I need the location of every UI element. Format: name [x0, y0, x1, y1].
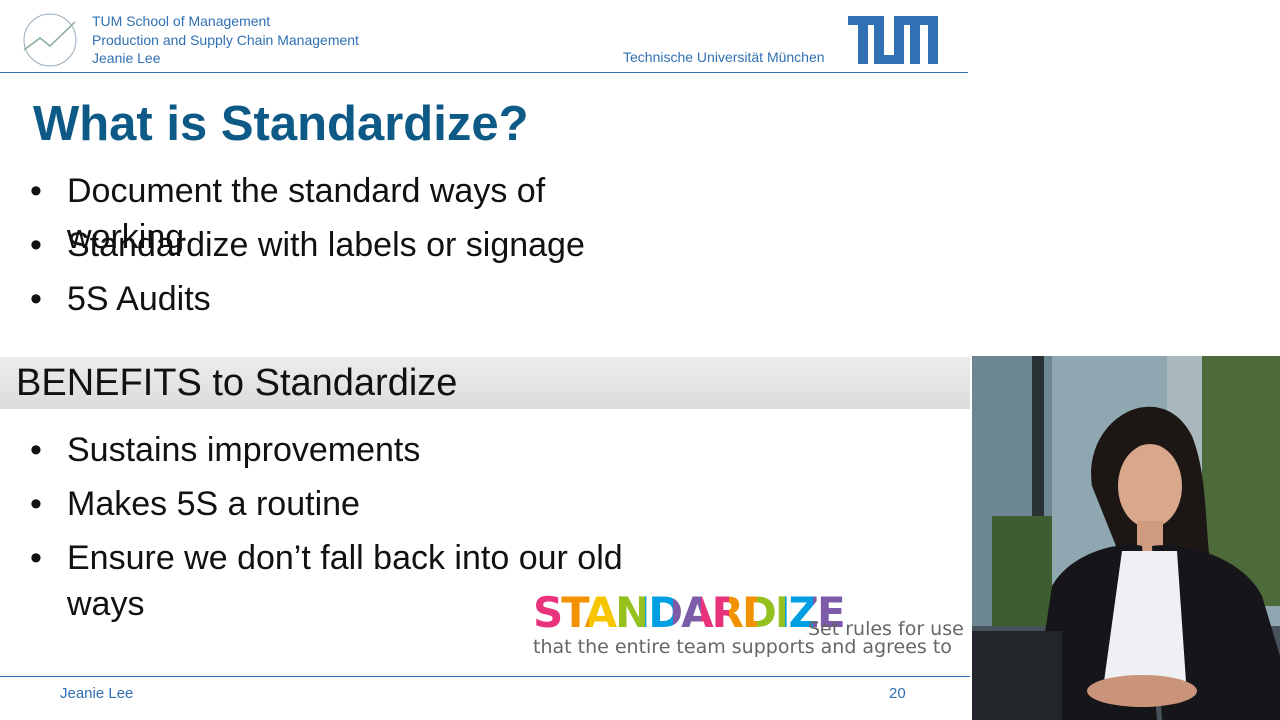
bullet: • Document the standard ways of working — [30, 168, 670, 260]
standardize-word: STANDARDIZE — [533, 588, 846, 637]
header-line: TUM School of Management — [92, 13, 271, 29]
benefit: • Sustains improvements — [30, 427, 670, 473]
bullet-text: 5S Audits — [67, 280, 211, 318]
benefit-text: Ensure we don’t fall back into our old w… — [67, 539, 623, 623]
bullet-text: Document the standard ways of working — [67, 172, 546, 256]
tagline: Set rules for use — [808, 618, 964, 640]
benefit: • Ensure we don’t fall back into our old … — [30, 535, 670, 627]
header-line: Production and Supply Chain Management — [92, 31, 359, 48]
tum-logo — [848, 16, 938, 64]
bullet: • 5S Audits — [30, 276, 670, 322]
header-line: Jeanie Lee — [92, 50, 161, 66]
footer-rule — [0, 676, 970, 677]
footer-author: Jeanie Lee — [60, 685, 134, 702]
speaker-video — [972, 356, 1280, 720]
bullet-text: Standardize with labels or signage — [67, 226, 585, 264]
slide-title: What is Standardize? — [33, 97, 529, 151]
benefit-text: Sustains improvements — [67, 431, 421, 469]
benefit-text: Makes 5S a routine — [67, 485, 360, 523]
section-band — [0, 357, 970, 409]
header-rule — [0, 72, 968, 73]
school-logo — [23, 13, 77, 67]
university: Technische Universität München — [623, 49, 825, 65]
bullet: • Standardize with labels or signage — [30, 222, 670, 268]
page-number: 20 — [889, 685, 906, 702]
tagline: that the entire team supports and agrees… — [533, 636, 952, 658]
header-lines: TUM School of Management Production and … — [92, 12, 359, 68]
section-title: BENEFITS to Standardize — [16, 362, 458, 404]
benefit: • Makes 5S a routine — [30, 481, 670, 527]
